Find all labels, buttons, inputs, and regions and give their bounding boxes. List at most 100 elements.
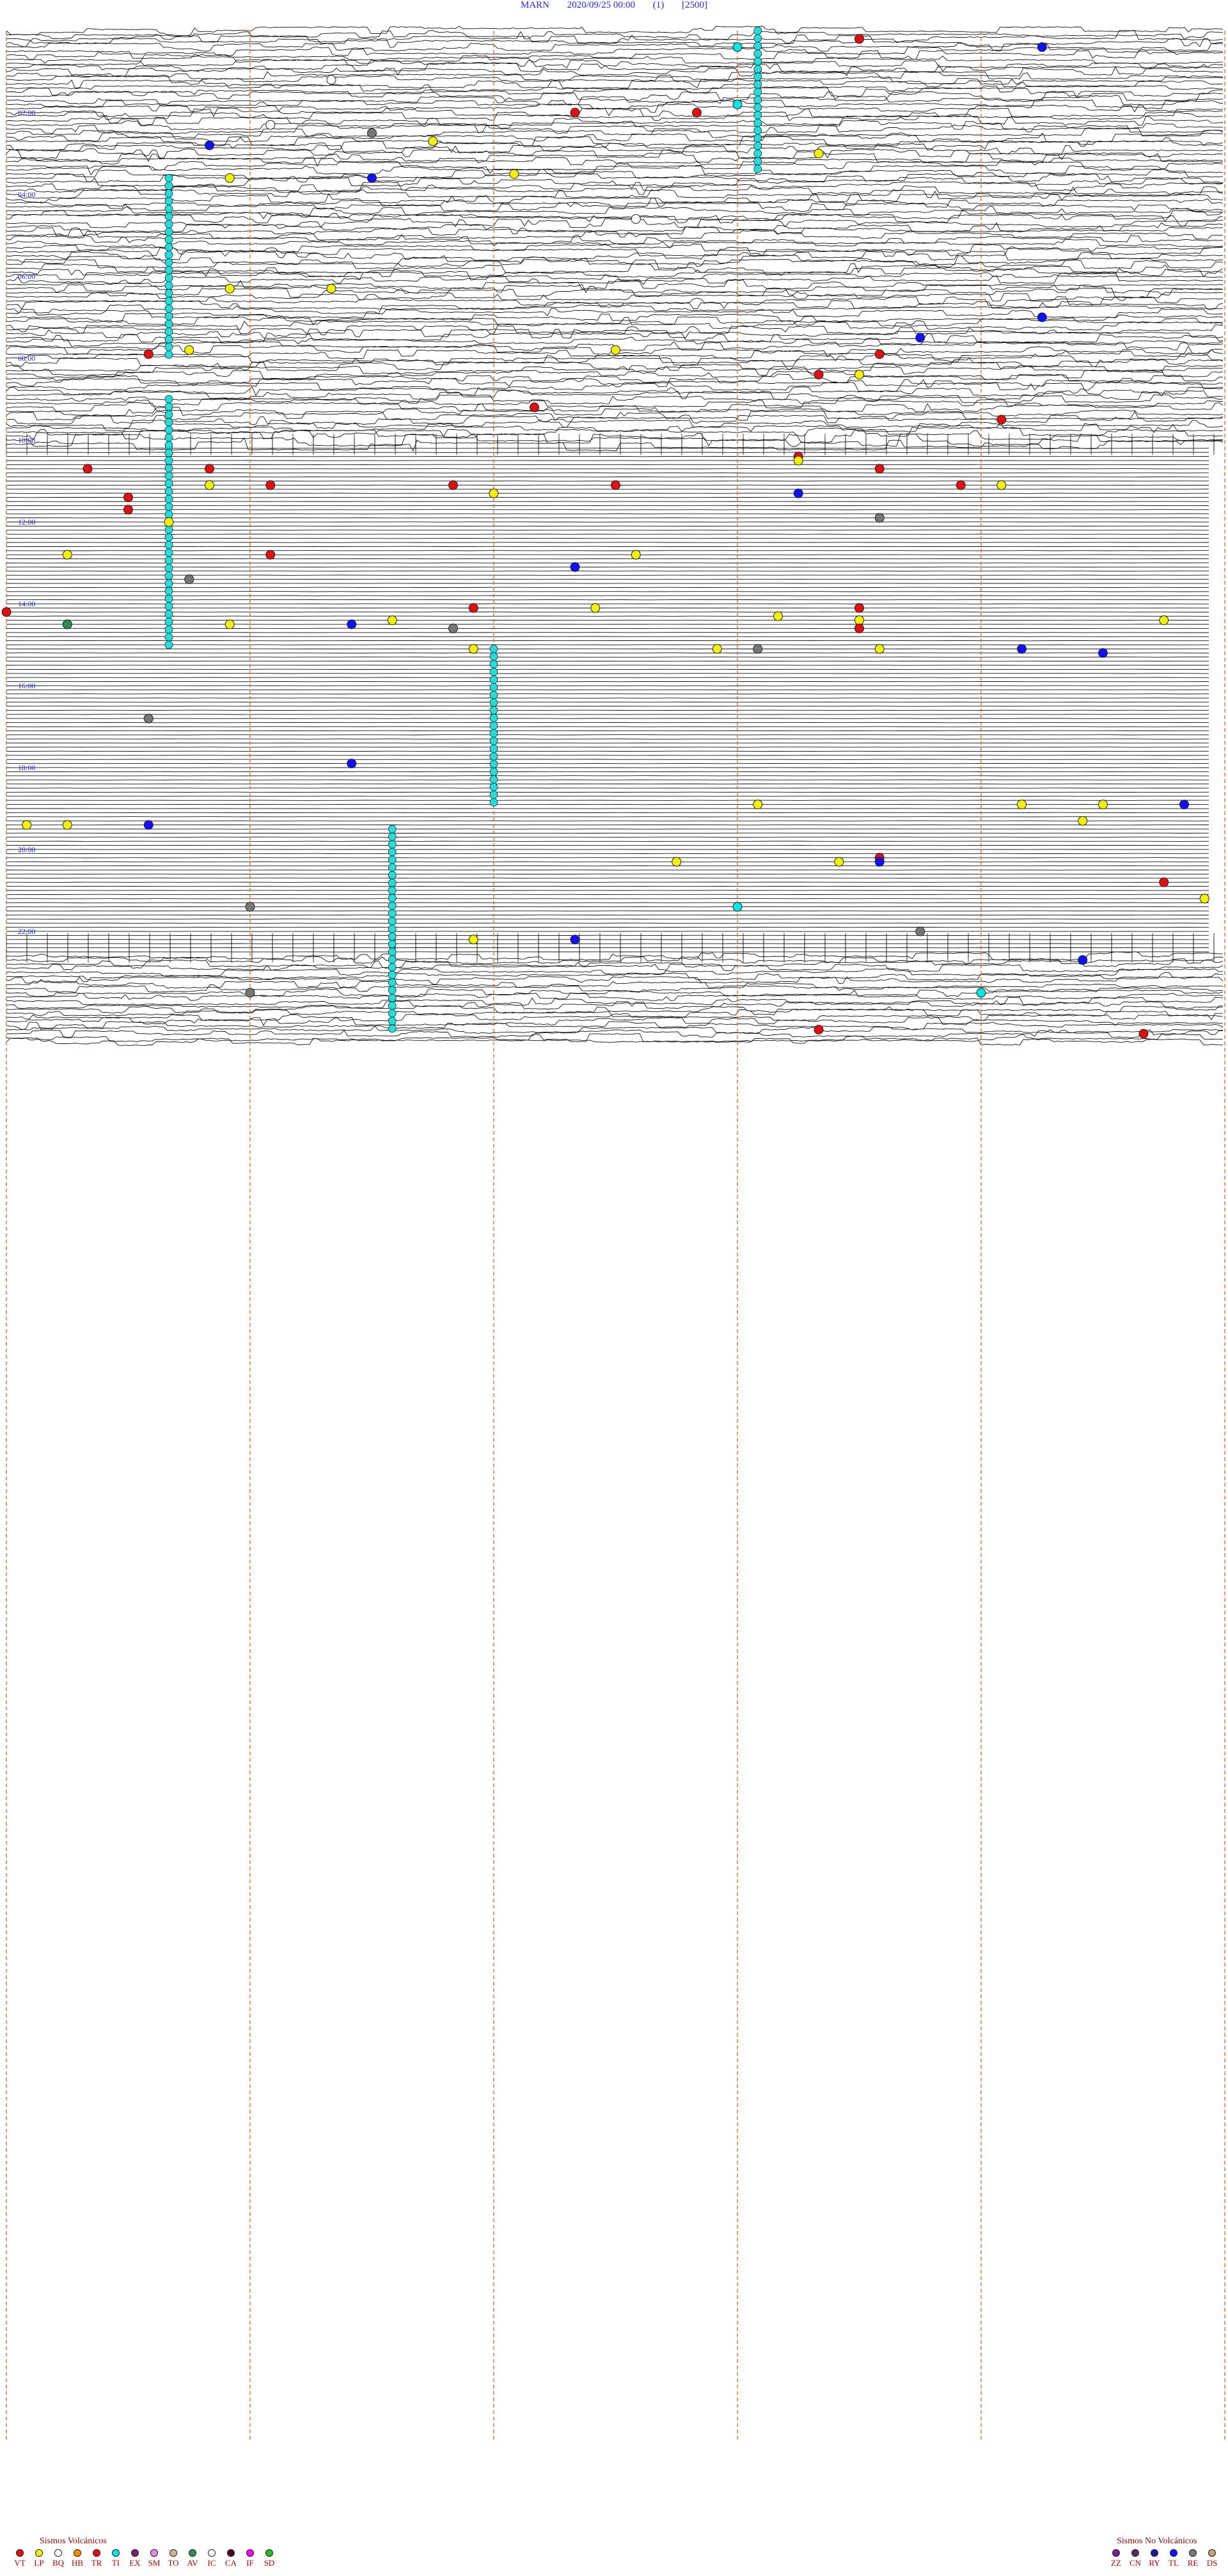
event-marker-lp <box>996 480 1007 490</box>
event-marker-vt <box>1159 877 1169 887</box>
tremor-marker <box>164 196 173 205</box>
event-marker-ic <box>326 75 336 85</box>
trace-line <box>6 394 1224 404</box>
trace-line <box>6 120 1224 130</box>
event-type-code: HB <box>71 2558 84 2568</box>
event-type-dot-icon <box>1151 2549 1158 2557</box>
trace-line <box>6 62 1224 72</box>
trace-line <box>6 988 1224 998</box>
event-marker-lp <box>793 455 803 466</box>
event-marker-lp <box>631 549 641 560</box>
trace-line <box>6 169 1224 179</box>
tremor-marker <box>164 510 173 519</box>
trace-line <box>6 992 1224 1001</box>
event-type-code: IC <box>207 2558 216 2568</box>
time-label: 22:00 <box>18 927 35 936</box>
tremor-marker <box>164 273 173 282</box>
event-type-code: DS <box>1206 2558 1218 2568</box>
legend-volcanic-av: AV <box>184 2549 201 2568</box>
tremor-marker <box>164 204 173 213</box>
event-marker-lp <box>428 136 438 146</box>
tremor-marker <box>388 932 397 941</box>
tremor-marker <box>164 494 173 503</box>
trace-line <box>6 437 1224 452</box>
time-label: 16:00 <box>18 681 35 690</box>
trace-line <box>6 244 1224 253</box>
tremor-marker <box>164 610 173 619</box>
tremor-marker <box>164 617 173 626</box>
trace-line <box>6 148 1224 159</box>
time-label: 08:00 <box>18 354 35 363</box>
event-marker-tl <box>793 488 803 498</box>
event-marker-re <box>143 713 154 723</box>
trace-line <box>6 972 1224 981</box>
tremor-marker <box>753 134 762 143</box>
trace-line <box>6 107 1224 118</box>
tremor-marker <box>164 304 173 313</box>
tremor-marker <box>753 157 762 166</box>
tremor-marker <box>489 722 498 730</box>
tremor-marker <box>489 791 498 799</box>
event-marker-vt <box>468 603 478 613</box>
tremor-marker <box>753 111 762 120</box>
trace-line <box>6 91 1224 102</box>
legend-nonvolcanic-re: RE <box>1185 2549 1201 2568</box>
trace-line <box>6 1000 1224 1009</box>
tremor-marker <box>753 118 762 127</box>
start-datetime: 2020/09/25 00:00 <box>567 0 636 10</box>
legend-volcanic-ic: IC <box>203 2549 220 2568</box>
trace-line <box>6 963 1224 972</box>
tremor-marker <box>489 783 498 791</box>
tremor-marker <box>753 26 762 35</box>
event-type-code: ZZ <box>1111 2558 1121 2568</box>
tremor-marker <box>164 594 173 603</box>
tremor-marker <box>164 633 173 642</box>
event-type-code: CN <box>1129 2558 1142 2568</box>
tremor-marker <box>388 825 397 834</box>
trace-line <box>6 960 1224 969</box>
trace-line <box>6 402 1224 413</box>
event-type-code: SD <box>264 2558 275 2568</box>
event-marker-re <box>874 513 885 523</box>
tremor-marker <box>164 219 173 228</box>
tremor-marker <box>164 579 173 588</box>
tremor-marker <box>388 878 397 887</box>
tremor-marker <box>489 652 498 661</box>
event-type-dot-icon <box>189 2549 196 2557</box>
event-marker-lp <box>164 517 174 527</box>
tremor-marker <box>388 963 397 972</box>
trace-line <box>6 296 1224 306</box>
tremor-marker <box>753 126 762 135</box>
legend-nonvolcanic-tl: TL <box>1165 2549 1182 2568</box>
event-marker-vt <box>1138 1029 1149 1039</box>
tremor-marker <box>164 250 173 259</box>
event-marker-lp <box>509 169 519 179</box>
trace-line <box>6 145 1224 155</box>
event-type-code: TR <box>91 2558 102 2568</box>
trace-line <box>6 201 1224 212</box>
trace-line <box>6 1021 1224 1031</box>
trace-line <box>6 226 1224 237</box>
trace-line <box>6 304 1224 314</box>
event-marker-ti <box>976 988 986 998</box>
trace-line <box>6 312 1224 323</box>
tremor-marker <box>388 1016 397 1025</box>
legend-nonvolcanic-title: Sismos No Volcánicos <box>1117 2536 1197 2546</box>
event-marker-vt <box>143 349 154 360</box>
event-marker-re <box>367 128 377 138</box>
trace-line <box>6 54 1224 64</box>
event-marker-lp <box>874 644 885 654</box>
trace-line <box>6 206 1224 216</box>
event-markers <box>1 34 1209 1039</box>
event-marker-vt <box>611 480 620 490</box>
event-marker-lp <box>590 603 601 613</box>
event-marker-tl <box>1078 955 1088 965</box>
tremor-marker <box>489 760 498 768</box>
tremor-marker <box>388 986 397 995</box>
trace-line <box>6 95 1224 106</box>
tremor-marker <box>164 227 173 236</box>
trace-line <box>6 258 1224 269</box>
event-type-dot-icon <box>1208 2549 1216 2557</box>
event-marker-tl <box>143 820 154 830</box>
trace-line <box>6 50 1224 61</box>
